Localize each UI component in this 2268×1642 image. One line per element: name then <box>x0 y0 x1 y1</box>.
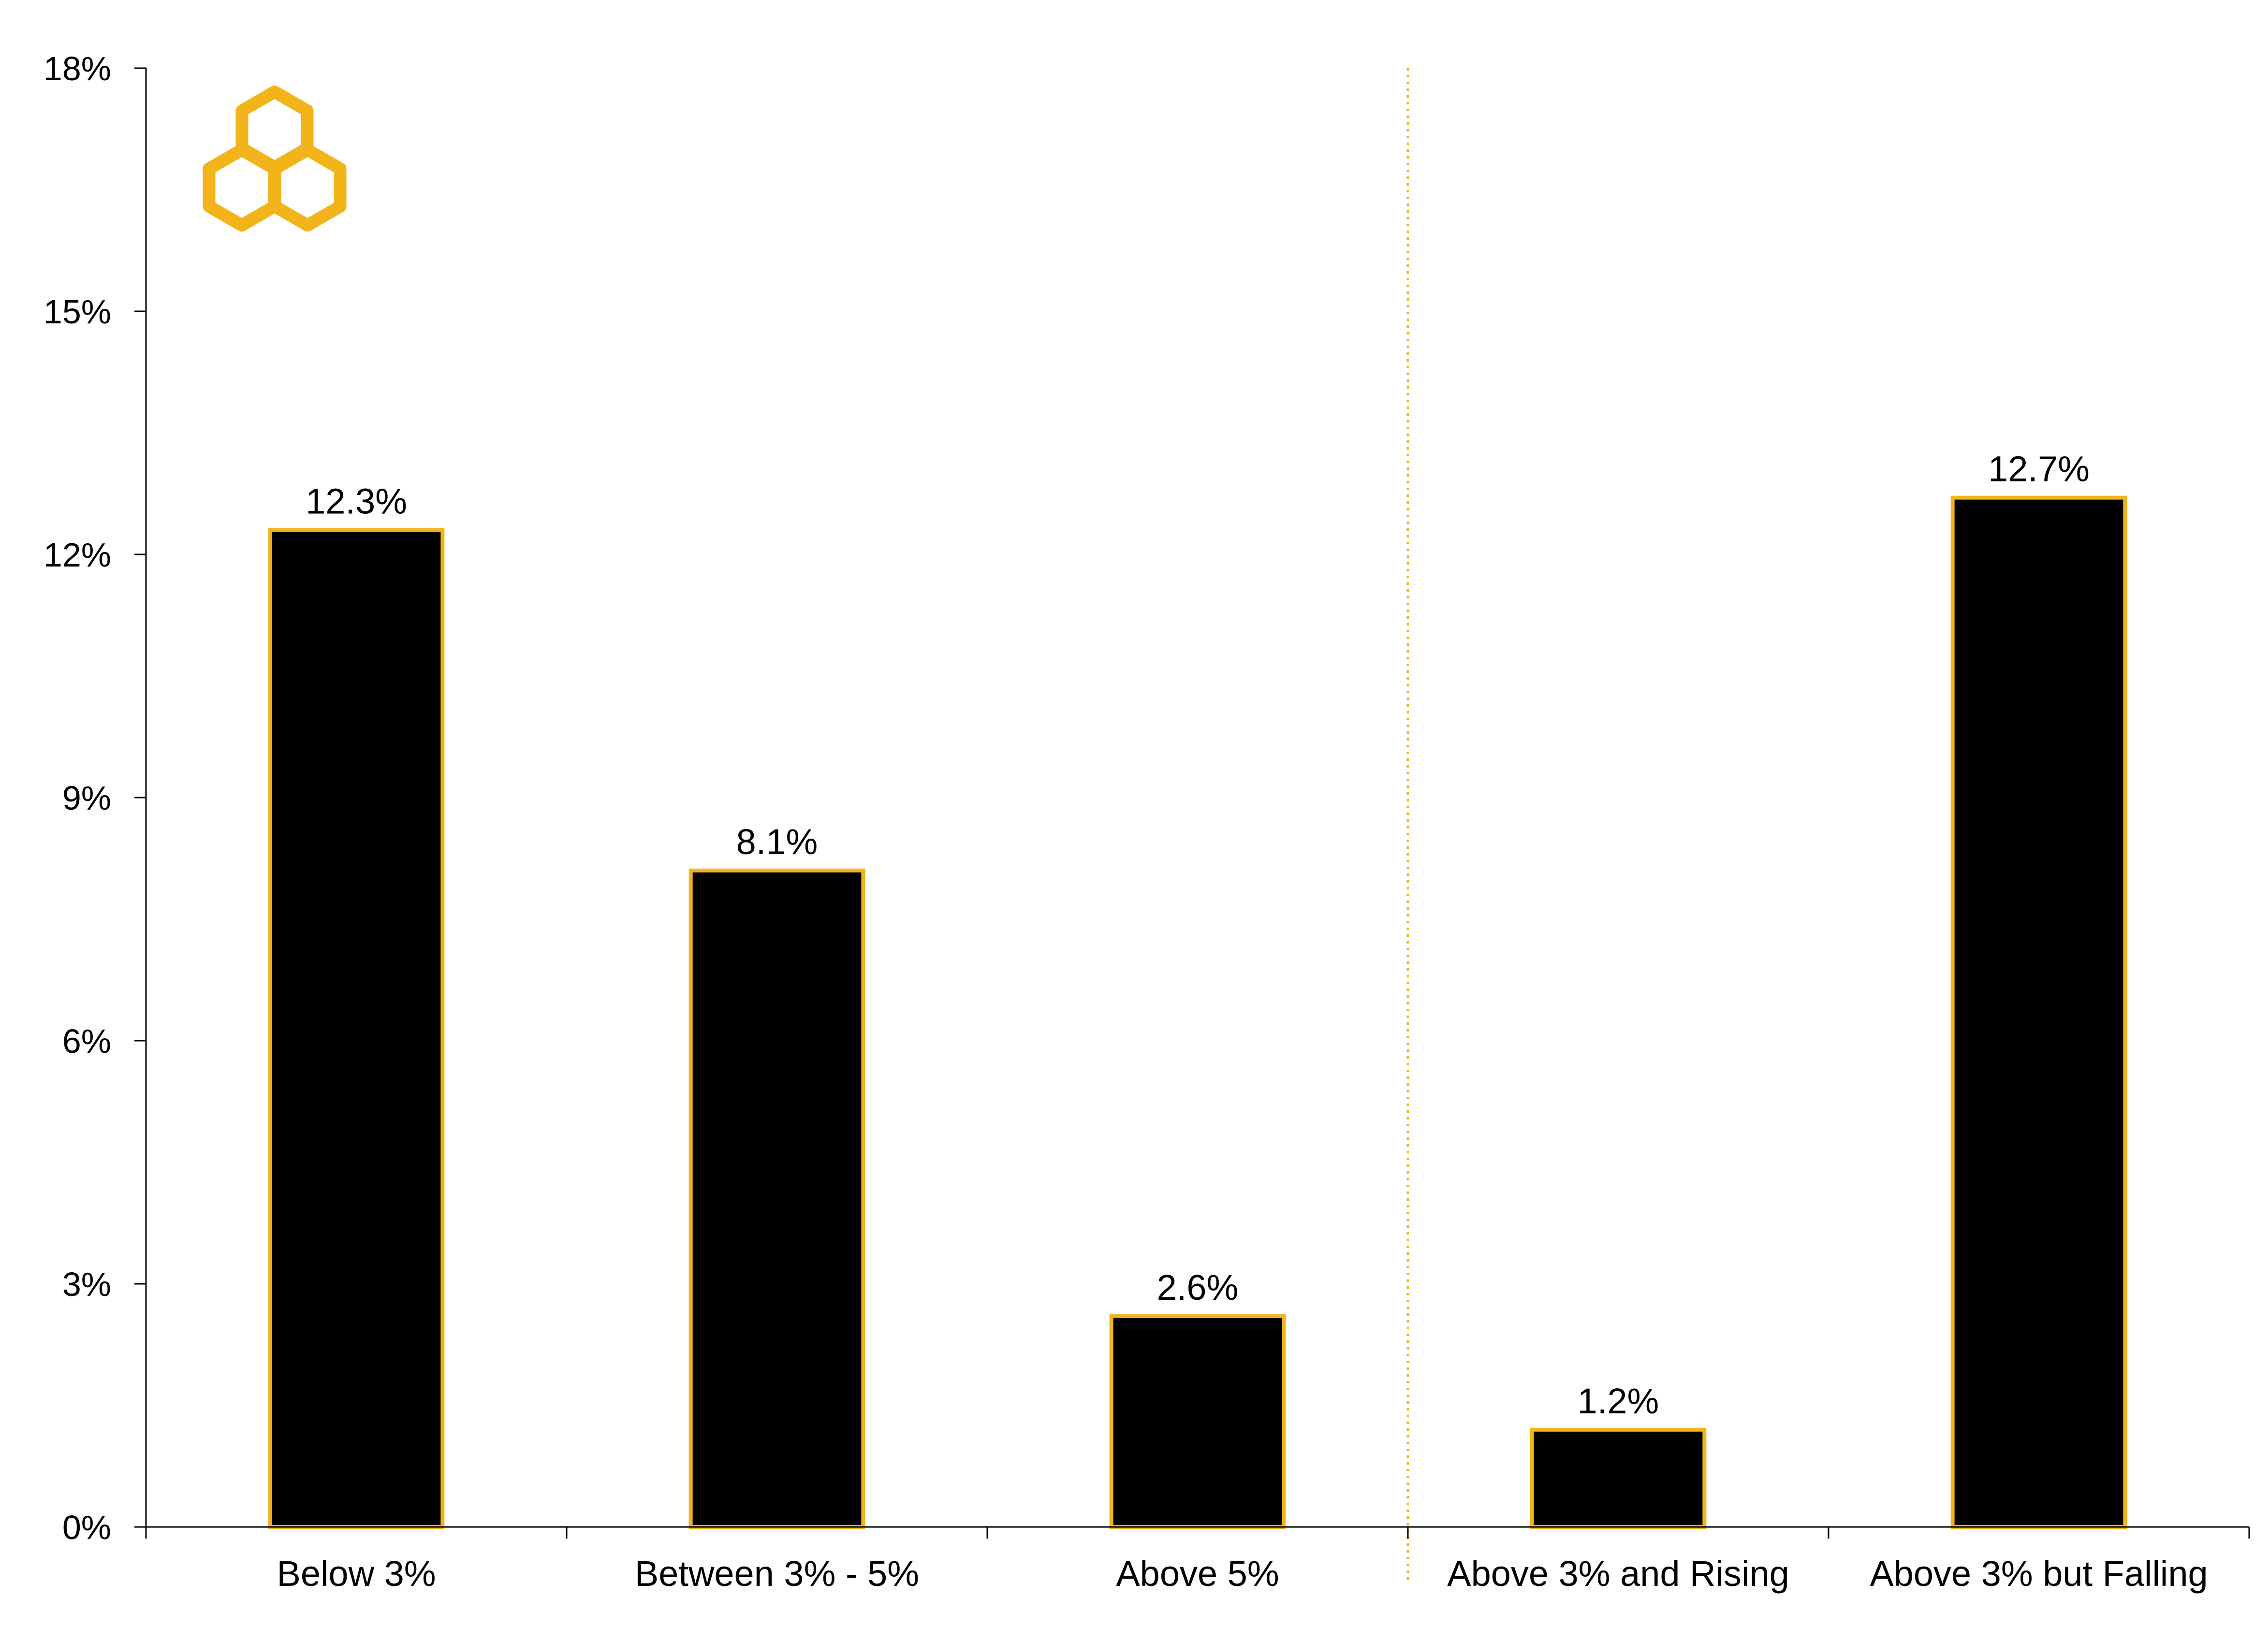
bar <box>1530 1427 1707 1529</box>
logo-hexagon-left <box>203 144 281 232</box>
x-tick-label: Above 5% <box>1116 1554 1279 1594</box>
x-tick-label: Above 3% and Rising <box>1447 1554 1789 1594</box>
x-tick-label: Between 3% - 5% <box>635 1554 919 1594</box>
data-label: 12.7% <box>1988 449 2090 489</box>
y-tick-label: 9% <box>62 779 111 817</box>
y-tick-label: 12% <box>44 536 111 574</box>
y-tick-label: 18% <box>44 50 111 87</box>
labels: 0% 3% 6% 9% 12% 15% 18% 12.3% Below 3% 8.1% Betwee… <box>44 50 2208 1594</box>
bar <box>1950 495 2127 1529</box>
bar <box>268 528 445 1529</box>
data-label: 2.6% <box>1157 1267 1239 1308</box>
y-tick-label: 6% <box>62 1022 111 1060</box>
interlocking-hexagons-logo <box>203 86 347 232</box>
x-tick-label: Below 3% <box>277 1554 436 1594</box>
logo-hexagon-right <box>268 144 347 232</box>
y-tick-label: 3% <box>62 1265 111 1303</box>
x-tick-label: Above 3% but Falling <box>1870 1554 2208 1594</box>
y-tick-label: 0% <box>62 1509 111 1546</box>
axes <box>134 67 2250 1539</box>
data-label: 1.2% <box>1578 1381 1659 1421</box>
bars <box>268 495 2127 1529</box>
data-label: 12.3% <box>306 481 407 522</box>
bar <box>688 868 865 1529</box>
bar <box>1109 1314 1286 1529</box>
y-tick-label: 15% <box>44 293 111 331</box>
data-label: 8.1% <box>736 822 818 862</box>
